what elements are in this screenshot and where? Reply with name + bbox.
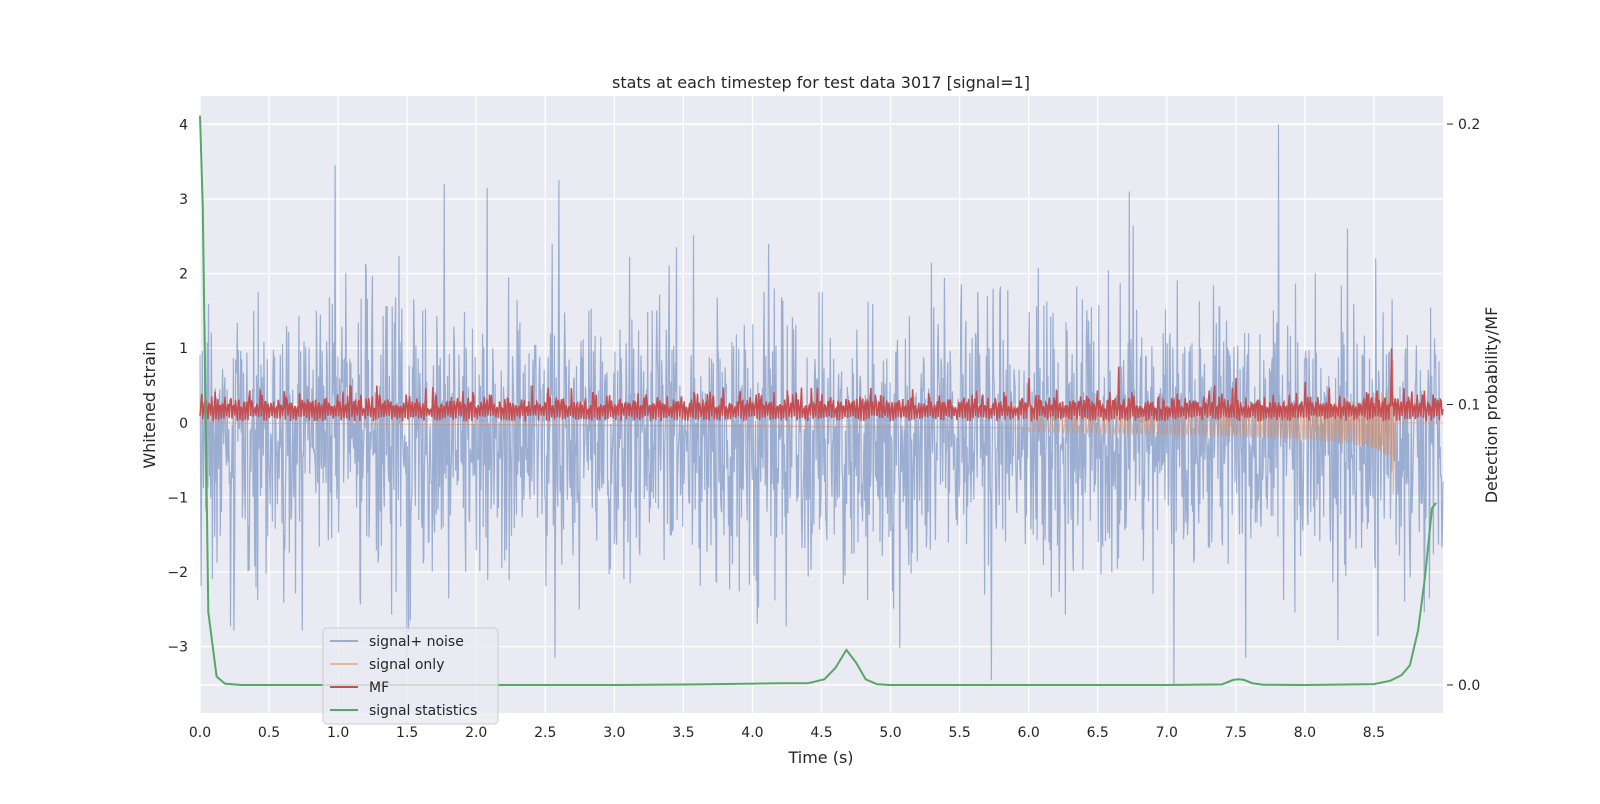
y-tick-label: −3: [167, 640, 188, 656]
x-axis-label: Time (s): [787, 748, 853, 767]
y-tick-label: −2: [167, 565, 188, 581]
y-axis-right-label: Detection probability/MF: [1482, 307, 1501, 504]
x-tick-label: 2.5: [534, 725, 556, 741]
series-signal-noise-line: [199, 124, 1444, 684]
x-tick-label: 0.0: [189, 725, 211, 741]
y-axis-right: 0.2 0.1 0.0: [1447, 117, 1480, 694]
y-tick-label: −1: [167, 490, 188, 506]
series-signal-only-line: [199, 359, 1443, 495]
y-tick-label: 0: [179, 416, 188, 432]
series-mf-line: [199, 348, 1444, 422]
x-tick-label: 8.0: [1294, 725, 1316, 741]
legend-box: [322, 627, 499, 725]
x-tick-label: 3.5: [672, 725, 694, 741]
legend-label: signal only: [369, 657, 444, 673]
y-tick-label: 1: [179, 341, 188, 357]
x-tick-label: 2.0: [465, 725, 487, 741]
y-right-tick-label: 0.0: [1458, 678, 1480, 694]
x-tick-label: 1.5: [396, 725, 418, 741]
x-tick-label: 1.0: [327, 725, 349, 741]
series-signal-statistics-line: [199, 115, 1437, 687]
series-layer: [199, 115, 1444, 687]
x-tick-label: 5.0: [879, 725, 901, 741]
x-tick-label: 4.0: [741, 725, 763, 741]
legend: signal+ noise signal only MF signal statist…: [322, 627, 499, 725]
legend-label: MF: [369, 680, 389, 696]
y-tick-label: 4: [179, 117, 188, 133]
x-tick-label: 0.5: [258, 725, 280, 741]
x-tick-label: 6.0: [1018, 725, 1040, 741]
legend-label: signal statistics: [369, 703, 477, 719]
x-tick-label: 6.5: [1087, 725, 1109, 741]
y-right-tick-label: 0.2: [1458, 117, 1480, 133]
x-tick-label: 7.5: [1225, 725, 1247, 741]
x-tick-label: 4.5: [810, 725, 832, 741]
legend-label: signal+ noise: [369, 634, 464, 650]
y-right-tick-label: 0.1: [1458, 398, 1480, 414]
x-tick-label: 8.5: [1363, 725, 1385, 741]
y-axis: 4 3 2 1 0 −1 −2 −3: [167, 117, 188, 655]
x-axis: 0.0 0.5 1.0 1.5 2.0 2.5 3.0 3.5 4.0 4.5 5.0 5.5 6.0 6…: [189, 725, 1385, 741]
x-tick-label: 7.0: [1156, 725, 1178, 741]
chart-title: stats at each timestep for test data 301…: [612, 73, 1030, 92]
x-tick-label: 3.0: [603, 725, 625, 741]
x-tick-label: 5.5: [948, 725, 970, 741]
y-tick-label: 3: [179, 192, 188, 208]
y-tick-label: 2: [179, 267, 188, 283]
y-axis-label: Whitened strain: [140, 341, 159, 468]
